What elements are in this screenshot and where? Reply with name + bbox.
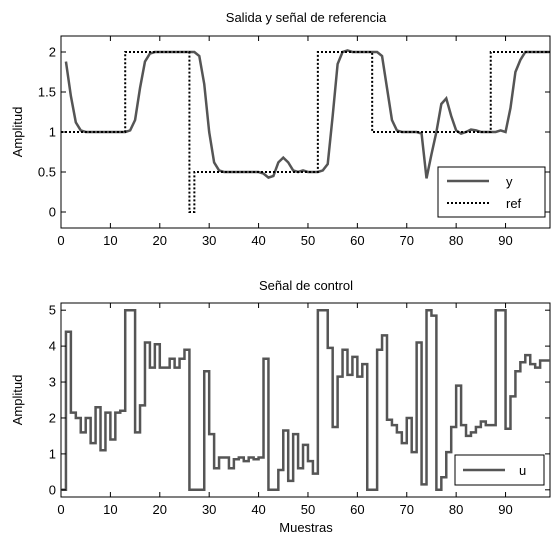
bottom-chart: Señal de control 0 10 20 30 40 50 60 70 80 90 0 1 2 3… xyxy=(10,278,551,535)
x-tick-label: 80 xyxy=(449,233,463,248)
y-tick-label: 1 xyxy=(49,125,56,140)
x-tick-label: 20 xyxy=(153,502,167,517)
chart-title: Señal de control xyxy=(259,278,353,293)
y-tick-label: 1.5 xyxy=(38,85,56,100)
x-tick-label: 10 xyxy=(103,502,117,517)
y-tick-label: 2 xyxy=(49,45,56,60)
chart-title: Salida y señal de referencia xyxy=(226,10,387,25)
series-line-ref xyxy=(61,51,550,213)
y-axis-label: Amplitud xyxy=(10,375,25,426)
y-tick-label: 3 xyxy=(49,375,56,390)
x-tick-label: 90 xyxy=(498,233,512,248)
series-line-y xyxy=(64,49,550,179)
x-tick-label: 20 xyxy=(153,233,167,248)
x-tick-label: 40 xyxy=(251,502,265,517)
x-tick-label: 90 xyxy=(498,502,512,517)
x-axis-label: Muestras xyxy=(279,520,333,535)
x-tick-label: 80 xyxy=(449,502,463,517)
series-layer xyxy=(61,308,550,492)
x-tick-label: 30 xyxy=(202,233,216,248)
x-tick-label: 10 xyxy=(103,233,117,248)
y-tick-label: 2 xyxy=(49,410,56,425)
x-tick-label: 50 xyxy=(301,502,315,517)
legend: y ref xyxy=(437,166,546,218)
y-tick-label: 1 xyxy=(49,446,56,461)
legend-label-y: y xyxy=(506,174,513,189)
y-axis-label: Amplitud xyxy=(10,107,25,158)
y-tick-label: 0 xyxy=(49,482,56,497)
series-line-u xyxy=(61,308,550,492)
x-tick-label: 30 xyxy=(202,502,216,517)
top-chart: Salida y señal de referencia 0 10 20 30 40 50… xyxy=(10,10,551,248)
y-tick-label: 4 xyxy=(49,339,56,354)
x-tick-label: 0 xyxy=(57,502,64,517)
y-tick-label: 0 xyxy=(49,205,56,220)
x-tick-label: 60 xyxy=(350,502,364,517)
x-tick-label: 0 xyxy=(57,233,64,248)
legend-label-u: u xyxy=(519,463,526,478)
x-tick-label: 70 xyxy=(400,502,414,517)
y-tick-label: 0.5 xyxy=(38,165,56,180)
legend: u xyxy=(454,454,545,486)
tick-layer: 0 10 20 30 40 50 60 70 80 90 0 0.5 1 1.5 2 xyxy=(38,36,550,248)
series-layer xyxy=(61,49,550,213)
x-tick-label: 50 xyxy=(301,233,315,248)
legend-box xyxy=(437,166,546,218)
legend-label-ref: ref xyxy=(506,196,522,211)
tick-layer: 0 10 20 30 40 50 60 70 80 90 0 1 2 3 4 5 xyxy=(49,303,550,517)
x-tick-label: 40 xyxy=(251,233,265,248)
x-tick-label: 70 xyxy=(400,233,414,248)
x-tick-label: 60 xyxy=(350,233,364,248)
y-tick-label: 5 xyxy=(49,303,56,318)
